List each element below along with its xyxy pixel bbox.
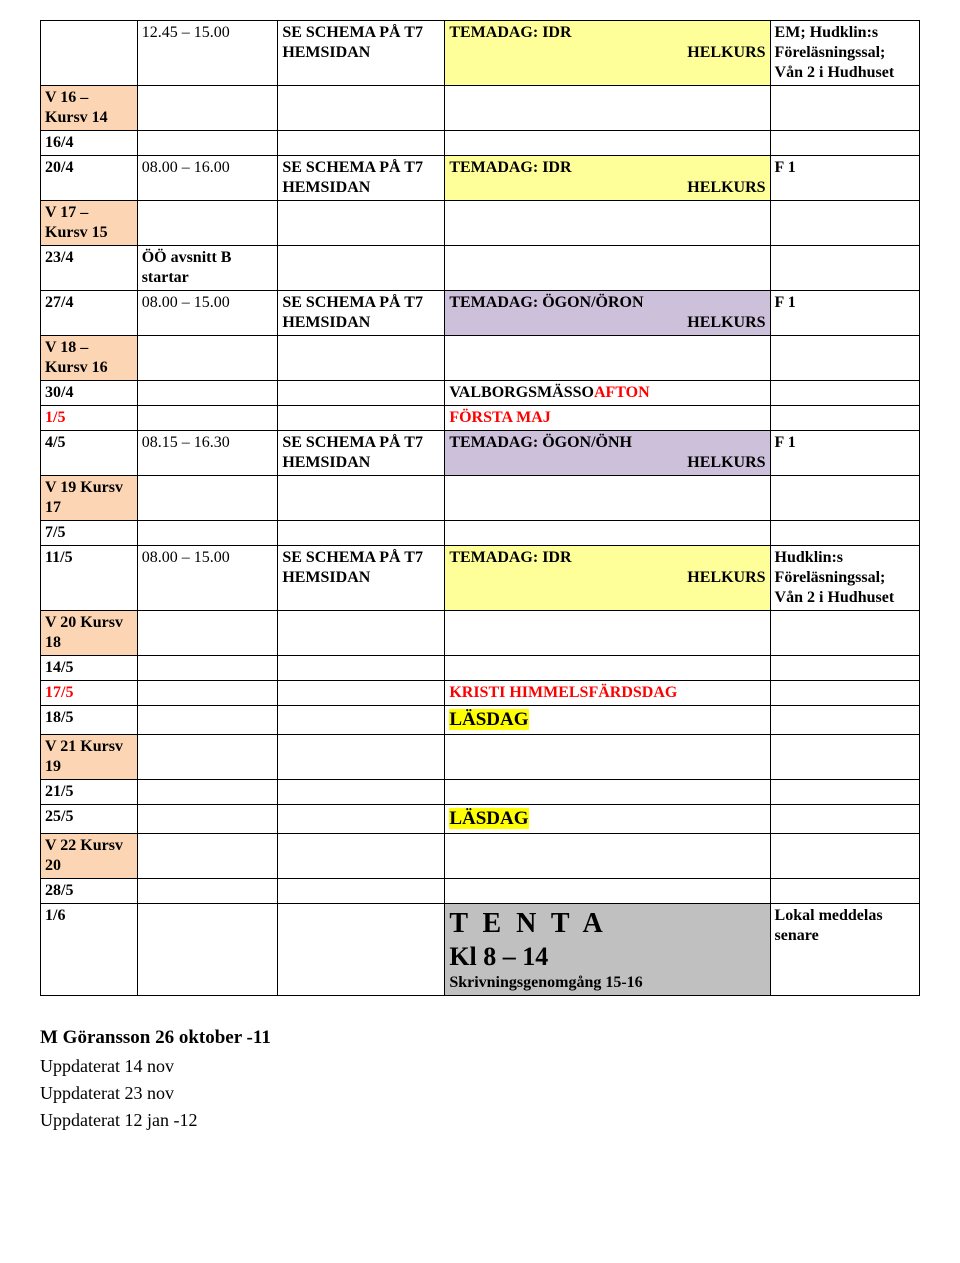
table-row: 1/6 T E N T A Kl 8 – 14 Skrivningsgenomg… — [41, 903, 920, 996]
kl-label: Kl 8 – 14 — [449, 942, 548, 971]
event-red: AFTON — [594, 384, 650, 401]
date-cell: 4/5 — [41, 431, 138, 476]
table-row: 27/4 08.00 – 15.00 SE SCHEMA PÅ T7 HEMSI… — [41, 291, 920, 336]
table-row: 7/5 — [41, 521, 920, 546]
footer: M Göransson 26 oktober -11 Uppdaterat 14… — [40, 1024, 920, 1134]
note-cell: EM; Hudklin:s Föreläsningssal; Vån 2 i H… — [770, 21, 919, 86]
event-cell: TEMADAG: ÖGON/ÖNH HELKURS — [445, 431, 770, 476]
table-row: V 21 Kursv 19 — [41, 734, 920, 779]
date-cell: 1/6 — [41, 903, 138, 996]
tenta-label: T E N T A — [449, 908, 606, 939]
activity-cell: SE SCHEMA PÅ T7 HEMSIDAN — [278, 291, 445, 336]
event-main: TEMADAG: ÖGON/ÖNH — [449, 434, 632, 451]
date-cell: 17/5 — [41, 681, 138, 706]
event-cell: KRISTI HIMMELSFÄRDSDAG — [445, 681, 770, 706]
date-cell: 7/5 — [41, 521, 138, 546]
table-row: V 19 Kursv 17 — [41, 476, 920, 521]
table-row: 17/5 KRISTI HIMMELSFÄRDSDAG — [41, 681, 920, 706]
table-row: V 22 Kursv 20 — [41, 833, 920, 878]
date-cell: 1/5 — [41, 406, 138, 431]
event-sub: HELKURS — [449, 313, 765, 333]
table-row: 16/4 — [41, 131, 920, 156]
table-row: 14/5 — [41, 656, 920, 681]
date-cell: 20/4 — [41, 156, 138, 201]
event-cell: VALBORGSMÄSSOAFTON — [445, 381, 770, 406]
date-cell: 30/4 — [41, 381, 138, 406]
time-cell: 08.15 – 16.30 — [137, 431, 278, 476]
schedule-table: 12.45 – 15.00 SE SCHEMA PÅ T7 HEMSIDAN T… — [40, 20, 920, 996]
date-cell: 16/4 — [41, 131, 138, 156]
footer-update: Uppdaterat 23 nov — [40, 1080, 920, 1107]
event-cell: LÄSDAG — [445, 804, 770, 833]
week-cell: V 19 Kursv 17 — [41, 476, 138, 521]
date-cell: 11/5 — [41, 546, 138, 611]
footer-update: Uppdaterat 14 nov — [40, 1053, 920, 1080]
table-row: V 17 – Kursv 15 — [41, 201, 920, 246]
event-cell: LÄSDAG — [445, 706, 770, 735]
time-cell: 08.00 – 15.00 — [137, 546, 278, 611]
week-cell: V 17 – Kursv 15 — [41, 201, 138, 246]
activity-cell: SE SCHEMA PÅ T7 HEMSIDAN — [278, 431, 445, 476]
event-cell: TEMADAG: IDR HELKURS — [445, 156, 770, 201]
event-cell: TEMADAG: IDR HELKURS — [445, 546, 770, 611]
time-cell: 12.45 – 15.00 — [137, 21, 278, 86]
event-main: LÄSDAG — [449, 709, 528, 730]
event-sub: HELKURS — [449, 453, 765, 473]
table-row: V 20 Kursv 18 — [41, 611, 920, 656]
week-cell: V 18 – Kursv 16 — [41, 336, 138, 381]
event-sub: HELKURS — [449, 568, 765, 588]
date-cell: 21/5 — [41, 779, 138, 804]
note-cell: F 1 — [770, 156, 919, 201]
activity-cell: SE SCHEMA PÅ T7 HEMSIDAN — [278, 156, 445, 201]
table-row: 18/5 LÄSDAG — [41, 706, 920, 735]
event-cell: T E N T A Kl 8 – 14 Skrivningsgenomgång … — [445, 903, 770, 996]
event-sub: HELKURS — [449, 43, 765, 63]
event-main: TEMADAG: IDR — [449, 159, 571, 176]
event-main: LÄSDAG — [449, 808, 528, 829]
table-row: 25/5 LÄSDAG — [41, 804, 920, 833]
event-cell: TEMADAG: ÖGON/ÖRON HELKURS — [445, 291, 770, 336]
table-row: 28/5 — [41, 878, 920, 903]
event-cell: TEMADAG: IDR HELKURS — [445, 21, 770, 86]
footer-update: Uppdaterat 12 jan -12 — [40, 1107, 920, 1134]
table-row: 12.45 – 15.00 SE SCHEMA PÅ T7 HEMSIDAN T… — [41, 21, 920, 86]
footer-author: M Göransson 26 oktober -11 — [40, 1024, 920, 1053]
activity-cell: SE SCHEMA PÅ T7 HEMSIDAN — [278, 21, 445, 86]
event-main: VALBORGSMÄSSO — [449, 384, 594, 401]
week-cell: V 21 Kursv 19 — [41, 734, 138, 779]
time-cell: 08.00 – 15.00 — [137, 291, 278, 336]
time-cell: 08.00 – 16.00 — [137, 156, 278, 201]
event-main: TEMADAG: ÖGON/ÖRON — [449, 294, 643, 311]
week-cell: V 20 Kursv 18 — [41, 611, 138, 656]
event-sub: HELKURS — [449, 178, 765, 198]
event-main: TEMADAG: IDR — [449, 24, 571, 41]
activity-cell: SE SCHEMA PÅ T7 HEMSIDAN — [278, 546, 445, 611]
note-cell: F 1 — [770, 291, 919, 336]
table-row: 20/4 08.00 – 16.00 SE SCHEMA PÅ T7 HEMSI… — [41, 156, 920, 201]
week-cell: V 22 Kursv 20 — [41, 833, 138, 878]
table-row: 21/5 — [41, 779, 920, 804]
note-cell: F 1 — [770, 431, 919, 476]
table-row: 11/5 08.00 – 15.00 SE SCHEMA PÅ T7 HEMSI… — [41, 546, 920, 611]
note-cell: Lokal meddelas senare — [770, 903, 919, 996]
event-cell: FÖRSTA MAJ — [445, 406, 770, 431]
time-cell: ÖÖ avsnitt B startar — [137, 246, 278, 291]
date-cell: 28/5 — [41, 878, 138, 903]
event-main: TEMADAG: IDR — [449, 549, 571, 566]
table-row: 23/4 ÖÖ avsnitt B startar — [41, 246, 920, 291]
date-cell: 14/5 — [41, 656, 138, 681]
table-row: 1/5 FÖRSTA MAJ — [41, 406, 920, 431]
week-cell: V 16 – Kursv 14 — [41, 86, 138, 131]
table-row: V 18 – Kursv 16 — [41, 336, 920, 381]
table-row: 30/4 VALBORGSMÄSSOAFTON — [41, 381, 920, 406]
date-cell: 25/5 — [41, 804, 138, 833]
note-cell: Hudklin:s Föreläsningssal; Vån 2 i Hudhu… — [770, 546, 919, 611]
date-cell: 18/5 — [41, 706, 138, 735]
date-cell: 27/4 — [41, 291, 138, 336]
skriv-label: Skrivningsgenomgång 15-16 — [449, 974, 642, 991]
table-row: V 16 – Kursv 14 — [41, 86, 920, 131]
date-cell: 23/4 — [41, 246, 138, 291]
table-row: 4/5 08.15 – 16.30 SE SCHEMA PÅ T7 HEMSID… — [41, 431, 920, 476]
